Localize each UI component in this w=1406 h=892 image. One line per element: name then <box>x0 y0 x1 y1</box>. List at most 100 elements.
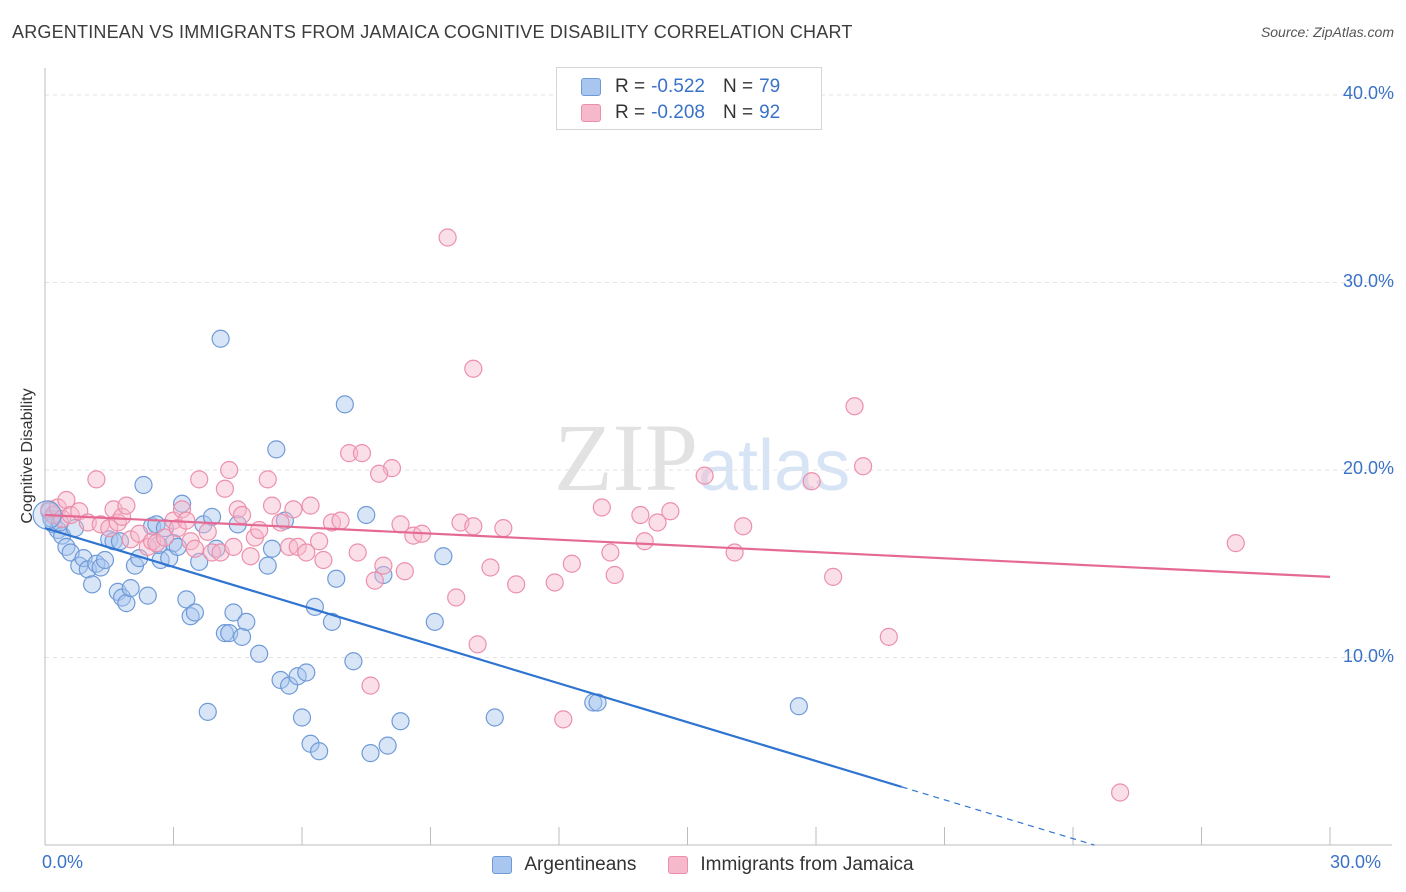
jamaica-point <box>374 556 393 575</box>
x-tick-label-max: 30.0% <box>1330 852 1382 872</box>
argentinean-point <box>198 702 217 721</box>
legend-r-label: R = <box>615 102 646 123</box>
jamaica-point <box>468 635 487 654</box>
jamaica-point <box>734 517 753 536</box>
jamaica-point <box>190 470 209 489</box>
jamaica-point <box>854 457 873 476</box>
jamaica-point <box>352 444 372 463</box>
jamaica-point <box>365 571 384 590</box>
jamaica-point <box>464 359 483 378</box>
argentinean-point <box>134 475 153 495</box>
legend-r-value: -0.522 <box>651 76 705 97</box>
jamaica-point <box>331 511 350 530</box>
source-label: Source: ZipAtlas.com <box>1260 24 1394 40</box>
argentinean-point <box>391 712 410 731</box>
jamaica-point <box>631 505 650 525</box>
jamaica-point <box>348 543 367 562</box>
jamaica-point <box>1111 783 1130 802</box>
argentinean-point <box>138 586 157 605</box>
jamaica-point <box>824 567 843 586</box>
jamaica-point <box>232 505 252 525</box>
argentinean-point <box>335 395 354 414</box>
legend-item-argentineans[interactable]: Argentineans <box>492 854 636 876</box>
trend-lines <box>44 513 1331 846</box>
legend-label: Immigrants from Jamaica <box>700 854 914 875</box>
argentinean-point <box>250 644 269 663</box>
argentinean-point <box>425 612 444 631</box>
argentinean-point <box>310 742 329 761</box>
jamaica-point <box>507 575 526 594</box>
legend-n-label: N = <box>722 76 754 97</box>
argentinean-point <box>95 550 115 570</box>
argentinean-point <box>215 624 234 643</box>
watermark-atlas: atlas <box>698 426 851 506</box>
y-tick-label: 10.0% <box>1342 645 1394 666</box>
legend-item-jamaica[interactable]: Immigrants from Jamaica <box>668 854 914 876</box>
axes <box>44 68 1392 846</box>
jamaica-point <box>1226 534 1245 553</box>
jamaica-point <box>601 543 620 562</box>
jamaica-trend-line <box>44 513 1331 578</box>
jamaica-point <box>198 522 217 541</box>
argentinean-point <box>177 590 196 609</box>
legend-swatch-pink <box>668 856 689 874</box>
jamaica-point <box>554 710 573 729</box>
jamaica-point <box>464 517 483 536</box>
jamaica-point <box>314 550 333 570</box>
jamaica-point <box>215 479 234 498</box>
jamaica-point <box>661 502 680 521</box>
jamaica-point <box>241 547 260 566</box>
legend-swatch-blue <box>492 856 513 874</box>
argentinean-trend-extension <box>901 786 1095 846</box>
jamaica-point <box>447 588 466 607</box>
argentinean-point <box>172 494 192 513</box>
watermark-zip: ZIP <box>554 404 698 511</box>
argentinean-point <box>237 612 256 631</box>
jamaica-point <box>605 565 624 585</box>
jamaica-point <box>185 539 205 558</box>
jamaica-point <box>845 397 864 416</box>
chart-title: ARGENTINEAN VS IMMIGRANTS FROM JAMAICA C… <box>12 22 853 42</box>
argentinean-point <box>378 736 397 755</box>
legend-row-argentineans: R = -0.522 N = 79 <box>581 75 780 99</box>
jamaica-point <box>301 496 320 515</box>
series-legend: Argentineans Immigrants from Jamaica <box>0 852 1406 878</box>
jamaica-point <box>545 573 564 592</box>
argentinean-point <box>789 697 808 716</box>
argentinean-trend-line <box>44 527 902 788</box>
jamaica-point <box>262 496 282 515</box>
jamaica-point <box>340 444 359 463</box>
jamaica-point <box>592 498 611 517</box>
argentinean-point <box>361 744 380 763</box>
argentinean-point <box>117 594 136 613</box>
argentinean-point <box>322 612 342 631</box>
argentinean-point <box>224 603 243 622</box>
argentinean-point <box>232 627 252 646</box>
argentinean-point <box>292 708 312 727</box>
jamaica-point <box>310 532 329 551</box>
jamaica-point <box>635 532 654 551</box>
argentinean-point <box>344 652 363 671</box>
jamaica-point <box>224 537 243 556</box>
legend-r-label: R = <box>615 76 646 97</box>
grid <box>45 94 1392 658</box>
legend-swatch-pink <box>581 104 601 122</box>
argentinean-point <box>297 663 316 682</box>
jamaica-point <box>494 519 513 538</box>
jamaica-point <box>87 470 106 489</box>
y-tick-label: 20.0% <box>1342 458 1394 478</box>
argentinean-point <box>434 547 453 566</box>
jamaica-point <box>361 676 380 695</box>
x-tick-label-min: 0.0% <box>42 852 84 872</box>
jamaica-point <box>802 472 821 491</box>
legend-r-value: -0.208 <box>651 102 705 123</box>
jamaica-point <box>370 464 389 483</box>
jamaica-point <box>879 627 898 646</box>
jamaica-point <box>481 558 500 577</box>
jamaica-point <box>438 228 457 247</box>
legend-label: Argentineans <box>524 854 637 875</box>
points <box>32 228 1245 802</box>
jamaica-point <box>57 490 76 510</box>
legend-swatch-blue <box>581 78 601 96</box>
